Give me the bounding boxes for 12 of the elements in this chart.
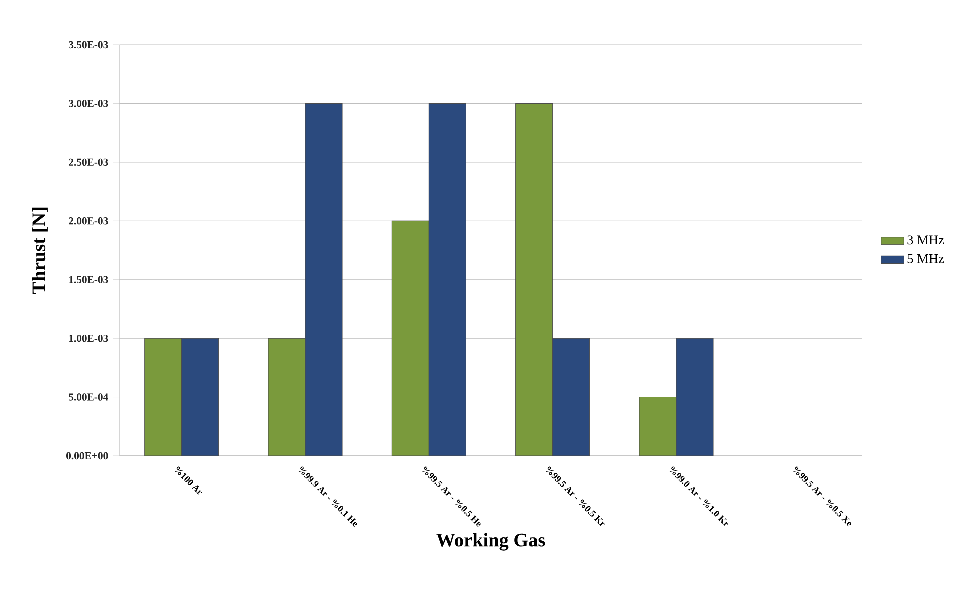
y-tick-label: 3.00E-03 [69, 100, 108, 108]
x-axis-title: Working Gas [436, 533, 546, 551]
y-tick-label: 1.00E-03 [69, 334, 108, 342]
y-tick-label: 2.50E-03 [69, 158, 108, 166]
y-tick-label: 1.50E-03 [69, 276, 108, 284]
y-tick-label: 3.50E-03 [69, 41, 108, 49]
y-tick-label: 5.00E-04 [69, 394, 108, 401]
y-axis-title: Thrust [N] [32, 208, 48, 294]
legend-label: 5 MHz [908, 254, 944, 264]
y-tick-label: 0.00E+00 [66, 452, 108, 460]
legend-label: 3 MHz [908, 236, 944, 245]
y-tick-label: 2.00E-03 [69, 218, 108, 225]
